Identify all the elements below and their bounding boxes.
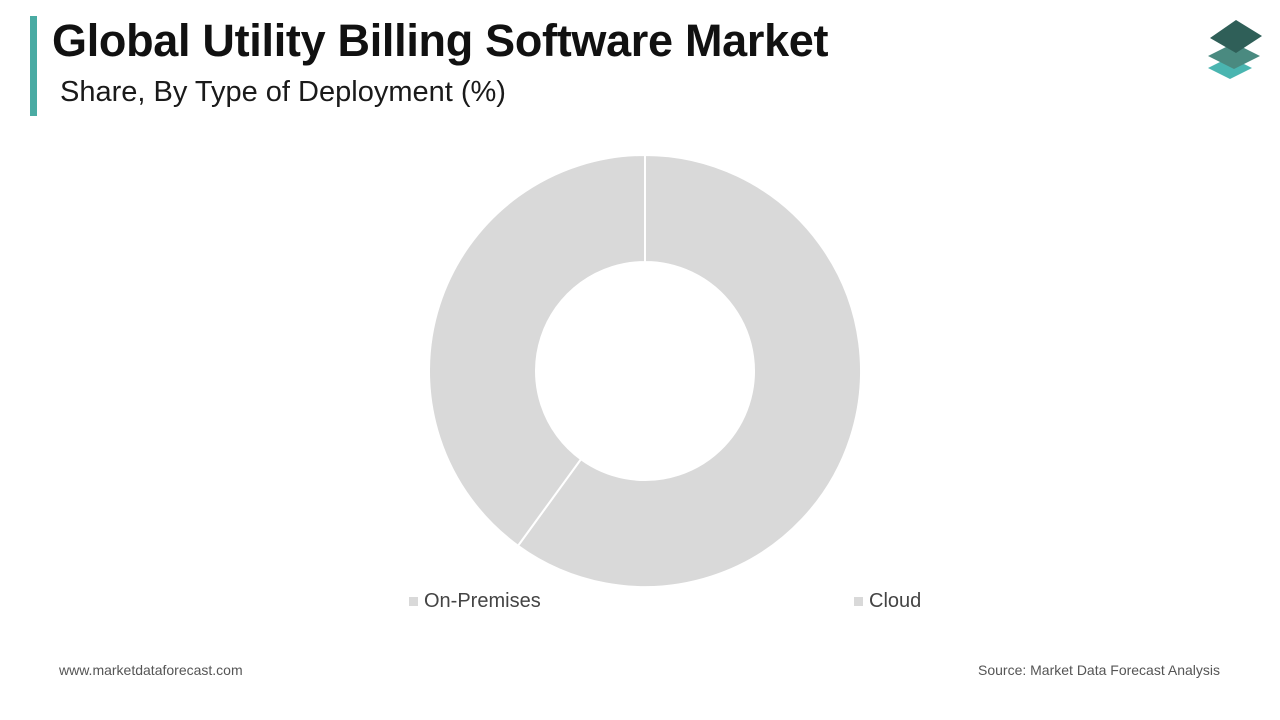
donut-slices	[428, 153, 862, 588]
footer-website: www.marketdataforecast.com	[59, 662, 243, 678]
legend-item-on-premises: On-Premises	[409, 589, 541, 613]
logo-layer-middle	[1208, 43, 1260, 69]
legend-label-on-premises: On-Premises	[424, 590, 541, 612]
footer-source: Source: Market Data Forecast Analysis	[978, 662, 1220, 678]
stacked-layers-logo-icon	[1208, 20, 1262, 79]
title-accent-bar	[30, 16, 37, 116]
page-subtitle: Share, By Type of Deployment (%)	[60, 76, 506, 108]
legend-label-cloud: Cloud	[869, 590, 922, 612]
legend-swatch-on-premises	[409, 596, 418, 606]
logo-layer-top	[1210, 20, 1262, 53]
donut-slice-on-premises	[428, 153, 646, 548]
donut-slice-cloud	[516, 153, 862, 588]
legend-item-cloud: Cloud	[854, 589, 921, 613]
legend-swatch-cloud	[854, 596, 863, 606]
page-title: Global Utility Billing Software Market	[52, 15, 829, 66]
